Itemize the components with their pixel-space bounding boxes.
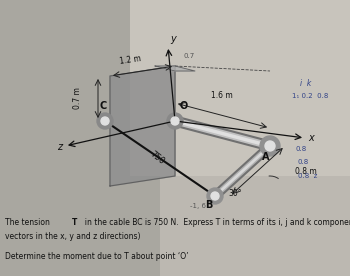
Text: 0.7: 0.7 (183, 53, 194, 59)
Circle shape (97, 113, 113, 129)
Text: z: z (57, 142, 62, 152)
Text: 0.7 m: 0.7 m (74, 87, 83, 109)
Circle shape (265, 141, 275, 151)
Text: i  k: i k (300, 79, 311, 88)
Text: 0.8 m: 0.8 m (295, 166, 317, 176)
Text: 0.8: 0.8 (295, 146, 306, 152)
Text: 750: 750 (148, 149, 166, 166)
Text: 1.2 m: 1.2 m (119, 54, 141, 66)
Text: y: y (170, 34, 176, 44)
Text: T: T (72, 218, 77, 227)
Text: vectors in the x, y and z directions): vectors in the x, y and z directions) (5, 232, 140, 241)
Text: B: B (205, 200, 212, 210)
Text: in the cable BC is 750 N.  Express T in terms of its i, j and k components (unit: in the cable BC is 750 N. Express T in t… (80, 218, 350, 227)
Circle shape (260, 136, 280, 156)
Polygon shape (110, 66, 175, 186)
Text: 0.8  z: 0.8 z (298, 173, 317, 179)
Text: The tension: The tension (5, 218, 52, 227)
Text: C: C (99, 101, 107, 111)
Circle shape (211, 192, 219, 200)
Text: O: O (179, 101, 187, 111)
Text: Determine the moment due to T about point ‘O’: Determine the moment due to T about poin… (5, 252, 189, 261)
Text: 30°: 30° (228, 189, 241, 198)
Text: -1, 6: -1, 6 (190, 203, 206, 209)
Circle shape (101, 117, 109, 125)
Circle shape (171, 117, 179, 125)
FancyBboxPatch shape (130, 0, 350, 176)
Text: A: A (262, 152, 270, 162)
Circle shape (207, 188, 223, 204)
Text: 0.8: 0.8 (298, 159, 309, 165)
Text: x: x (308, 133, 314, 143)
FancyBboxPatch shape (0, 0, 160, 276)
Polygon shape (155, 66, 195, 71)
Circle shape (167, 113, 183, 129)
Text: 1₁ 0.2  0.8: 1₁ 0.2 0.8 (292, 93, 328, 99)
Text: 1.6 m: 1.6 m (211, 91, 233, 100)
